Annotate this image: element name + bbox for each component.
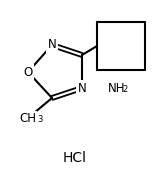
Text: HCl: HCl [63, 151, 87, 165]
Text: N: N [48, 38, 56, 51]
Text: 2: 2 [122, 85, 127, 95]
Text: CH: CH [20, 111, 36, 124]
Text: NH: NH [108, 82, 125, 95]
Text: 3: 3 [37, 116, 42, 124]
Text: O: O [23, 66, 33, 78]
Text: N: N [78, 82, 86, 95]
